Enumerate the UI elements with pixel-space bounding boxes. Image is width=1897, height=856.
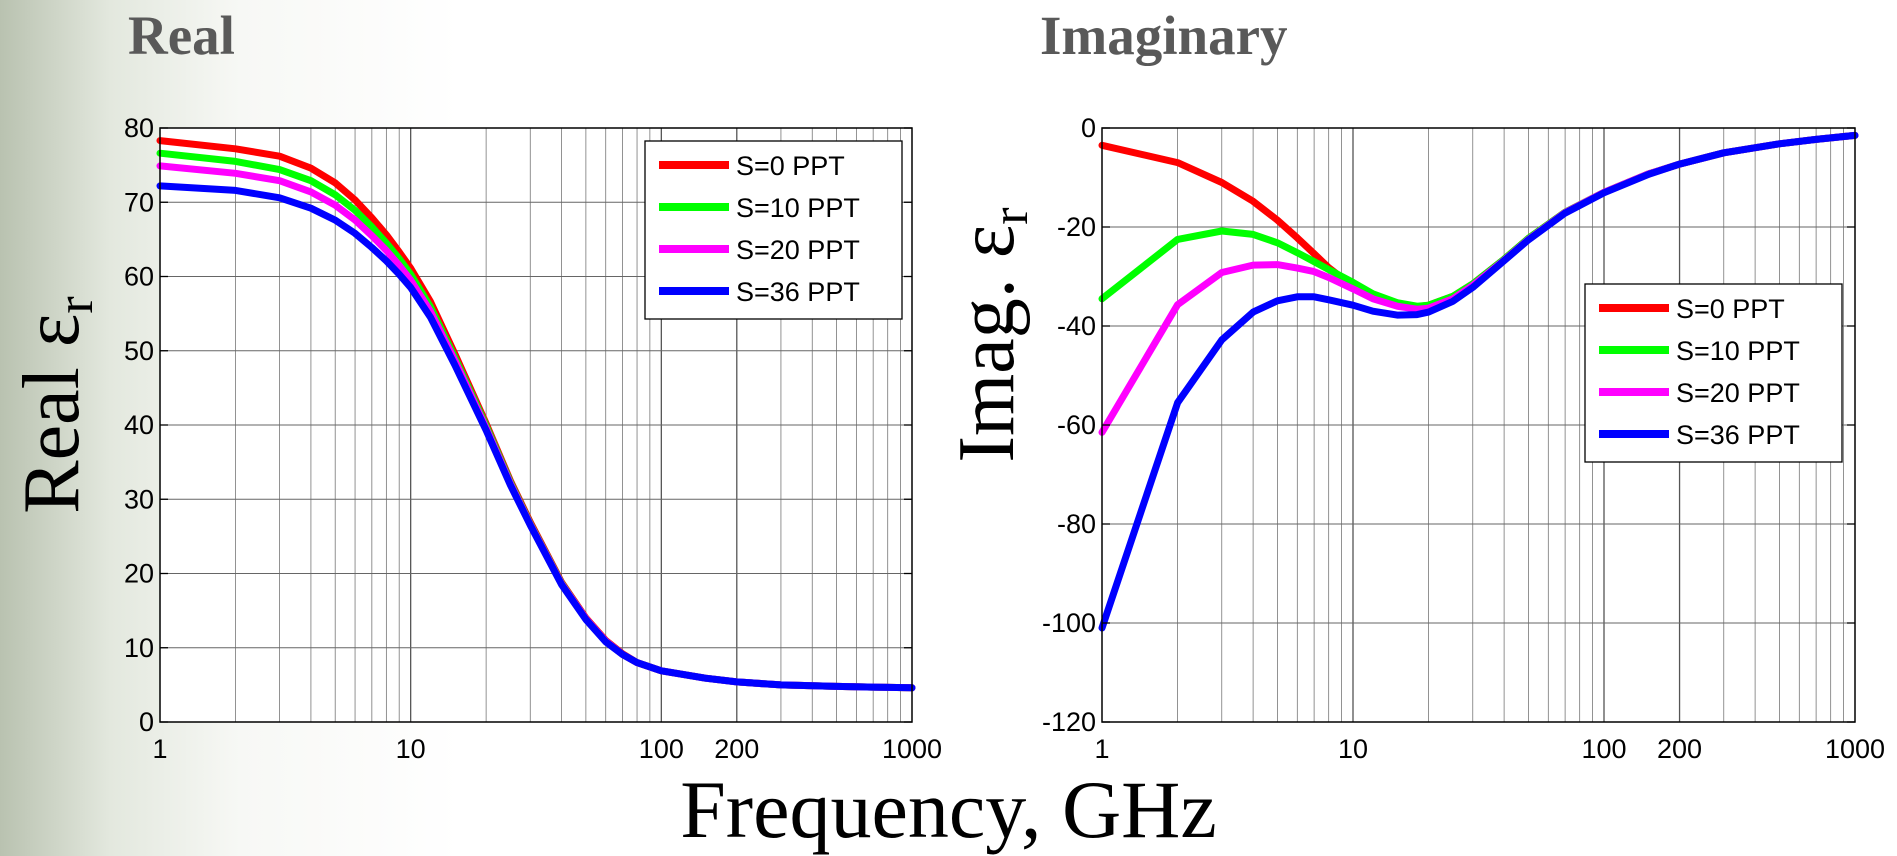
- legend-label: S=0 PPT: [1676, 294, 1785, 324]
- y-tick-label: -80: [1057, 509, 1096, 539]
- y-tick-label: 80: [124, 113, 154, 143]
- y-tick-label: -20: [1057, 212, 1096, 242]
- y-tick-label: -120: [1042, 707, 1096, 737]
- grid: [160, 128, 912, 722]
- heading-real: Real: [128, 5, 235, 66]
- chart-real: 0 10 20 30 40 50 60 70 80 1 10 100 200 1000 Real εr S=0…: [8, 113, 942, 764]
- y-axis-label: Imag. εr: [943, 207, 1039, 462]
- y-tick-label: 0: [1081, 113, 1096, 143]
- y-tick-label: -100: [1042, 608, 1096, 638]
- y-tick-label: 10: [124, 633, 154, 663]
- x-tick-label: 10: [1338, 734, 1368, 764]
- y-tick-label: -60: [1057, 410, 1096, 440]
- legend-label: S=10 PPT: [1676, 336, 1800, 366]
- y-tick-label: 0: [139, 707, 154, 737]
- y-tick-label: 40: [124, 410, 154, 440]
- legend-label: S=10 PPT: [736, 193, 860, 223]
- x-axis-label: Frequency, GHz: [680, 764, 1217, 855]
- legend-label: S=36 PPT: [736, 277, 860, 307]
- legend-label: S=36 PPT: [1676, 420, 1800, 450]
- x-tick-label: 1000: [1825, 734, 1885, 764]
- y-axis-label-subscript: r: [47, 296, 104, 313]
- y-tick-label: 70: [124, 187, 154, 217]
- chart-imaginary: -120 -100 -80 -60 -40 -20 0 1 10 100 200 1000 Imag. …: [943, 113, 1885, 764]
- y-tick-label: 30: [124, 484, 154, 514]
- x-tick-label: 100: [639, 734, 684, 764]
- legend-label: S=20 PPT: [1676, 378, 1800, 408]
- x-tick-label: 1: [1094, 734, 1109, 764]
- y-tick-label: 20: [124, 559, 154, 589]
- y-axis-label: Real εr: [8, 296, 104, 514]
- x-tick-label: 10: [396, 734, 426, 764]
- x-tick-label: 200: [714, 734, 759, 764]
- y-tick-label: 60: [124, 262, 154, 292]
- legend: S=0 PPT S=10 PPT S=20 PPT S=36 PPT: [1584, 283, 1843, 463]
- grid: [1102, 128, 1855, 722]
- heading-imaginary: Imaginary: [1040, 5, 1288, 66]
- legend-label: S=20 PPT: [736, 235, 860, 265]
- y-tick-label: -40: [1057, 311, 1096, 341]
- legend-label: S=0 PPT: [736, 151, 845, 181]
- x-tick-label: 200: [1657, 734, 1702, 764]
- series-line-S=36 PPT: [156, 182, 916, 692]
- x-tick-label: 1000: [882, 734, 942, 764]
- series-line-S=36 PPT: [1098, 131, 1859, 632]
- x-tick-label: 1: [152, 734, 167, 764]
- y-axis-label-subscript: r: [982, 207, 1039, 224]
- y-tick-label: 50: [124, 336, 154, 366]
- legend: S=0 PPT S=10 PPT S=20 PPT S=36 PPT: [644, 140, 903, 320]
- x-tick-label: 100: [1581, 734, 1626, 764]
